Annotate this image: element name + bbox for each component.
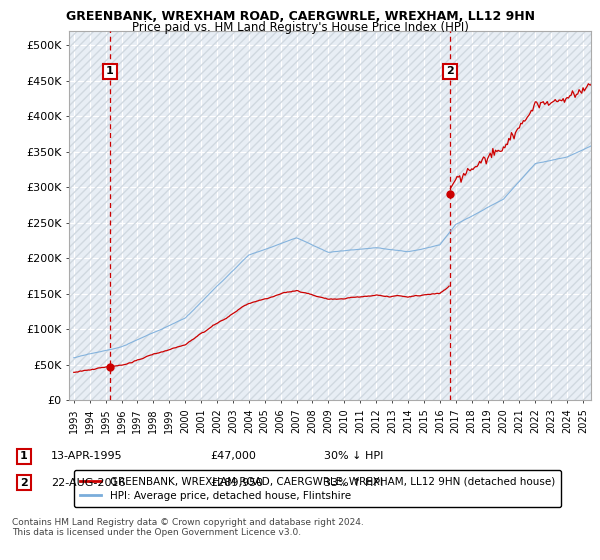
Text: 22-AUG-2016: 22-AUG-2016	[51, 478, 125, 488]
Text: £289,950: £289,950	[210, 478, 263, 488]
Text: 33% ↑ HPI: 33% ↑ HPI	[324, 478, 383, 488]
Text: GREENBANK, WREXHAM ROAD, CAERGWRLE, WREXHAM, LL12 9HN: GREENBANK, WREXHAM ROAD, CAERGWRLE, WREX…	[65, 10, 535, 23]
Text: 1: 1	[20, 451, 28, 461]
Text: 1: 1	[106, 67, 114, 77]
Text: Price paid vs. HM Land Registry's House Price Index (HPI): Price paid vs. HM Land Registry's House …	[131, 21, 469, 34]
Text: 13-APR-1995: 13-APR-1995	[51, 451, 122, 461]
Text: Contains HM Land Registry data © Crown copyright and database right 2024.
This d: Contains HM Land Registry data © Crown c…	[12, 518, 364, 538]
Text: 2: 2	[446, 67, 454, 77]
Text: 30% ↓ HPI: 30% ↓ HPI	[324, 451, 383, 461]
Legend: GREENBANK, WREXHAM ROAD, CAERGWRLE, WREXHAM, LL12 9HN (detached house), HPI: Ave: GREENBANK, WREXHAM ROAD, CAERGWRLE, WREX…	[74, 470, 561, 507]
Text: 2: 2	[20, 478, 28, 488]
Text: £47,000: £47,000	[210, 451, 256, 461]
